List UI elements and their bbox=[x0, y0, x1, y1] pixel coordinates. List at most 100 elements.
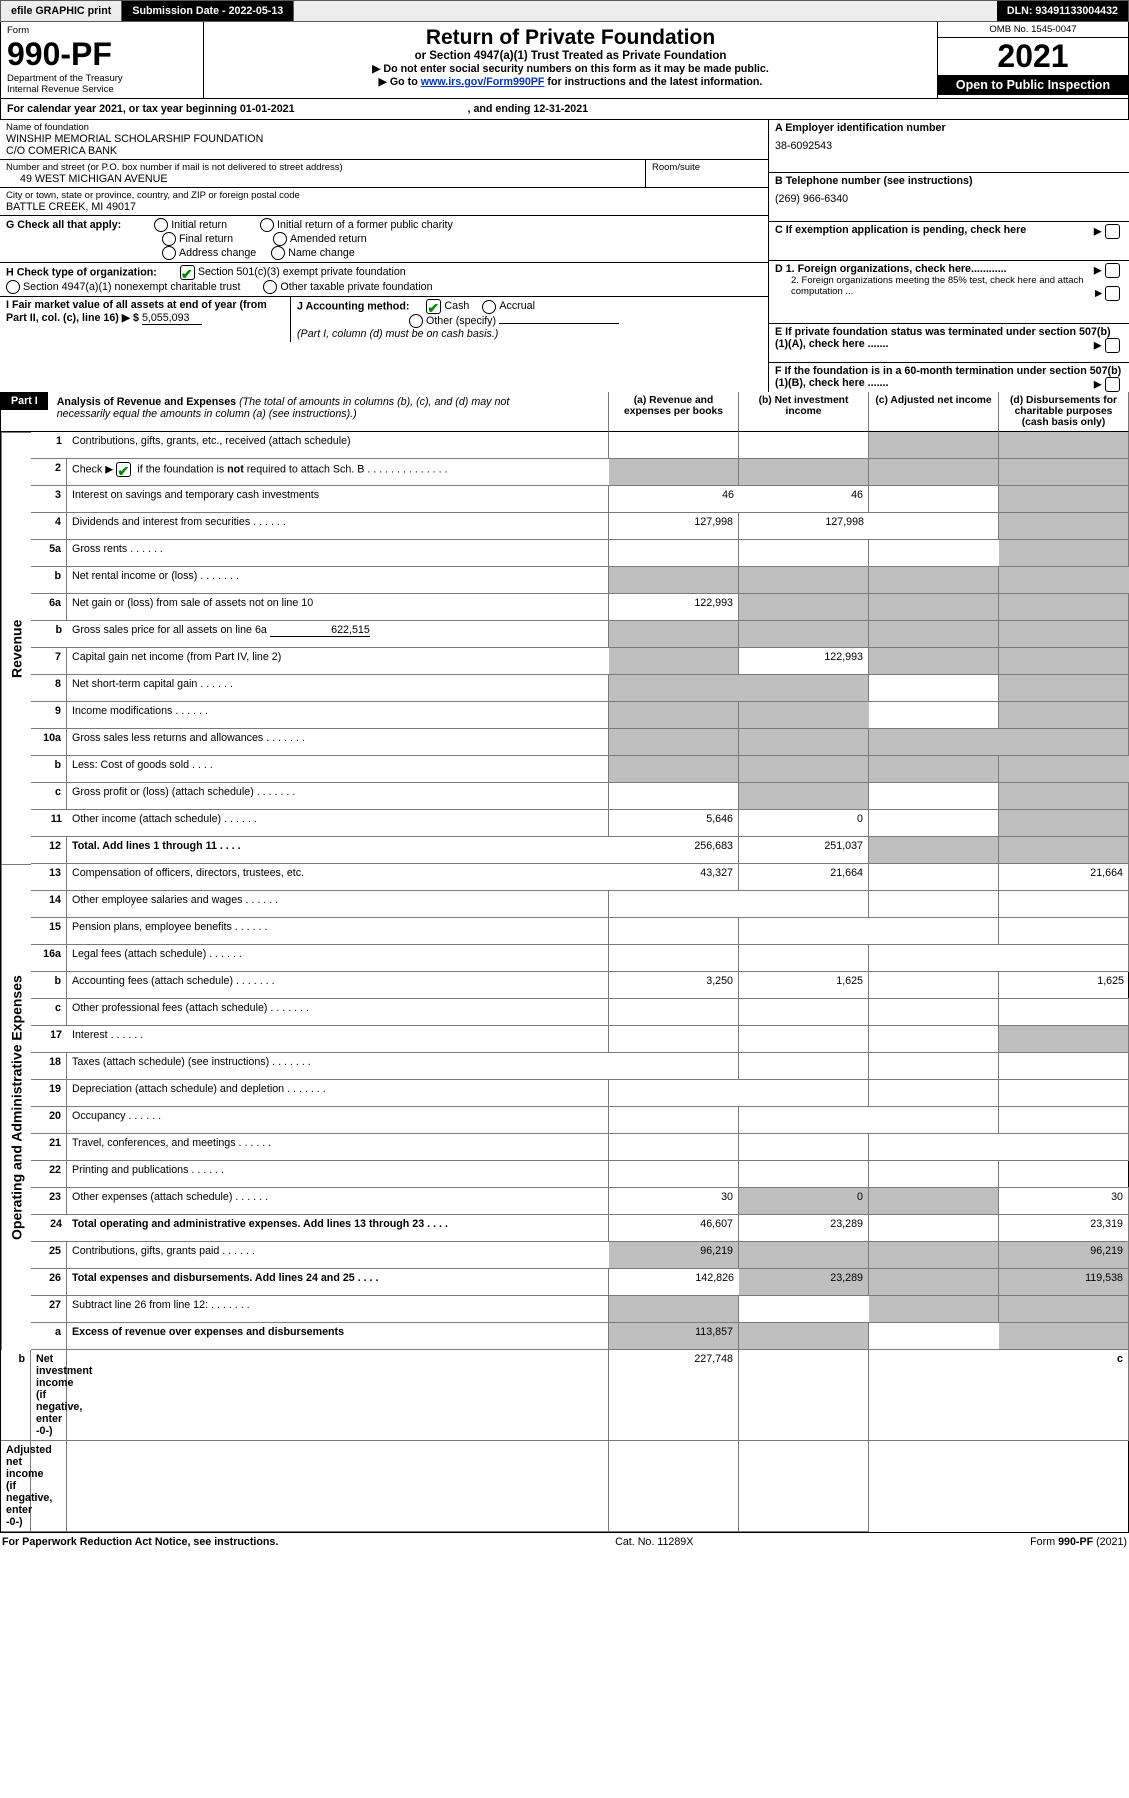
other-taxable-checkbox[interactable] bbox=[263, 280, 277, 294]
identity-block: Name of foundation WINSHIP MEMORIAL SCHO… bbox=[0, 120, 1129, 392]
line-description: Gross sales price for all assets on line… bbox=[67, 621, 609, 648]
line-number: 20 bbox=[31, 1107, 67, 1134]
cell-27-d bbox=[999, 1296, 1129, 1323]
cell-c-a bbox=[609, 783, 739, 810]
cell-13-a: 43,327 bbox=[609, 864, 739, 891]
revenue-side-label: Revenue bbox=[1, 432, 31, 864]
amended-return-checkbox[interactable] bbox=[273, 232, 287, 246]
phone-value: (269) 966-6340 bbox=[775, 193, 1123, 205]
cell-c-d bbox=[739, 1441, 869, 1532]
cell-9-d bbox=[999, 702, 1129, 729]
initial-return-public-checkbox[interactable] bbox=[260, 218, 274, 232]
line-number: 14 bbox=[31, 891, 67, 918]
cell-9-c bbox=[869, 702, 999, 729]
cell-4-c bbox=[869, 513, 999, 540]
line-number: c bbox=[31, 999, 67, 1026]
cell-5a-d bbox=[999, 540, 1129, 567]
cell-24-a: 46,607 bbox=[609, 1215, 739, 1242]
4947a1-checkbox[interactable] bbox=[6, 280, 20, 294]
cell-5a-b bbox=[739, 540, 869, 567]
col-a-header: (a) Revenue and expenses per books bbox=[609, 392, 739, 432]
cell-22-b bbox=[739, 1161, 869, 1188]
line-description: Other professional fees (attach schedule… bbox=[67, 999, 609, 1026]
cell-a-a: 113,857 bbox=[609, 1323, 739, 1350]
line-description: Accounting fees (attach schedule) . . . … bbox=[67, 972, 609, 999]
cell-9-b bbox=[739, 702, 869, 729]
cell-19-c bbox=[869, 1080, 999, 1107]
cell-21-d bbox=[999, 1134, 1129, 1161]
status-terminated-checkbox[interactable] bbox=[1105, 338, 1120, 353]
cell-b-d bbox=[869, 1350, 999, 1441]
cell-24-c bbox=[869, 1215, 999, 1242]
cell-3-a: 46 bbox=[609, 486, 739, 513]
cell-b-a: 3,250 bbox=[609, 972, 739, 999]
cell-10a-d bbox=[999, 729, 1129, 756]
line-description: Contributions, gifts, grants, etc., rece… bbox=[67, 432, 609, 459]
cell-11-a: 5,646 bbox=[609, 810, 739, 837]
cell-10a-b bbox=[739, 729, 869, 756]
cell-c-b bbox=[67, 1441, 609, 1532]
sch-b-checkbox[interactable]: ✔ bbox=[116, 462, 131, 477]
cell-c-c bbox=[869, 999, 999, 1026]
foreign-85-checkbox[interactable] bbox=[1105, 286, 1120, 301]
cell-c-b bbox=[739, 999, 869, 1026]
line-description: Total. Add lines 1 through 11 . . . . bbox=[67, 837, 609, 864]
line-number: 13 bbox=[31, 864, 67, 891]
cell-8-c bbox=[869, 675, 999, 702]
cell-14-a bbox=[609, 891, 739, 918]
final-return-checkbox[interactable] bbox=[162, 232, 176, 246]
cell-c-d bbox=[999, 783, 1129, 810]
cell-b-d bbox=[999, 621, 1129, 648]
line-number: 10a bbox=[31, 729, 67, 756]
line-number: 17 bbox=[31, 1026, 67, 1053]
cell-b-a bbox=[67, 1350, 609, 1441]
line-number: 2 bbox=[31, 459, 67, 486]
accrual-checkbox[interactable] bbox=[482, 300, 496, 314]
cell-26-d: 119,538 bbox=[999, 1269, 1129, 1296]
line-number: b bbox=[31, 621, 67, 648]
initial-return-checkbox[interactable] bbox=[154, 218, 168, 232]
omb-label: OMB No. 1545-0047 bbox=[938, 22, 1128, 38]
line-number: b bbox=[31, 567, 67, 594]
cell-18-c bbox=[869, 1053, 999, 1080]
address-change-checkbox[interactable] bbox=[162, 246, 176, 260]
cell-4-b: 127,998 bbox=[739, 513, 869, 540]
cell-c-a bbox=[31, 1441, 67, 1532]
line-description: Net short-term capital gain . . . . . . bbox=[67, 675, 609, 702]
cell-17-d bbox=[999, 1026, 1129, 1053]
cell-23-b: 0 bbox=[739, 1188, 869, 1215]
line-number: a bbox=[31, 1323, 67, 1350]
line-description: Other expenses (attach schedule) . . . .… bbox=[67, 1188, 609, 1215]
line-description: Excess of revenue over expenses and disb… bbox=[67, 1323, 609, 1350]
cash-checkbox[interactable]: ✔ bbox=[426, 299, 441, 314]
exemption-pending-checkbox[interactable] bbox=[1105, 224, 1120, 239]
line-description: Less: Cost of goods sold . . . . bbox=[67, 756, 609, 783]
cell-b-b bbox=[739, 567, 869, 594]
line-description: Adjusted net income (if negative, enter … bbox=[1, 1441, 31, 1532]
foreign-org-checkbox[interactable] bbox=[1105, 263, 1120, 278]
line-number: 23 bbox=[31, 1188, 67, 1215]
other-method-checkbox[interactable] bbox=[409, 314, 423, 328]
60-month-checkbox[interactable] bbox=[1105, 377, 1120, 392]
line-number: 12 bbox=[31, 837, 67, 864]
cell-17-b bbox=[739, 1026, 869, 1053]
cell-21-c bbox=[869, 1134, 999, 1161]
cell-25-b bbox=[739, 1242, 869, 1269]
cell-3-d bbox=[999, 486, 1129, 513]
cell-27-a bbox=[609, 1296, 739, 1323]
cell-10a-c bbox=[869, 729, 999, 756]
form990pf-link[interactable]: www.irs.gov/Form990PF bbox=[421, 76, 545, 88]
line-number: 22 bbox=[31, 1161, 67, 1188]
foundation-name-1: WINSHIP MEMORIAL SCHOLARSHIP FOUNDATION bbox=[6, 133, 762, 145]
line-description: Occupancy . . . . . . bbox=[67, 1107, 609, 1134]
cell-b-a bbox=[609, 756, 739, 783]
section-f-label: F If the foundation is in a 60-month ter… bbox=[775, 365, 1121, 389]
foundation-name-2: C/O COMERICA BANK bbox=[6, 145, 762, 157]
501c3-checkbox[interactable]: ✔ bbox=[180, 265, 195, 280]
efile-print-button[interactable]: efile GRAPHIC print bbox=[1, 1, 122, 21]
line-number: 5a bbox=[31, 540, 67, 567]
name-change-checkbox[interactable] bbox=[271, 246, 285, 260]
cell-7-c bbox=[869, 648, 999, 675]
ein-label: A Employer identification number bbox=[775, 122, 1123, 134]
cell-8-b bbox=[739, 675, 869, 702]
